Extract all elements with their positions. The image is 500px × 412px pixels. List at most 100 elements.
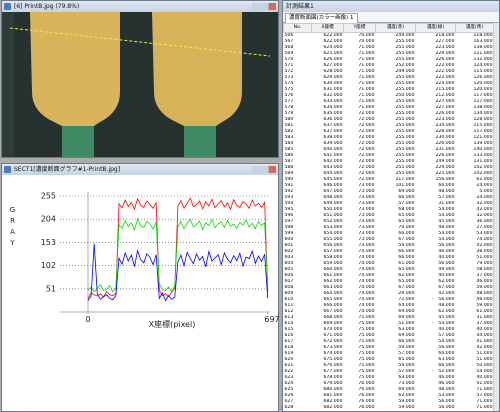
table-row[interactable]: 583 638.000 72.000 255.000 230.000 121.000 — [284, 135, 494, 141]
table-cell: 72.000 — [358, 177, 375, 182]
table-row[interactable]: 607 662.000 74.000 65.000 62.000 46.000 — [284, 279, 494, 285]
table-row[interactable]: 608 663.000 74.000 67.000 67.000 59.000 — [284, 285, 494, 291]
table-row[interactable]: 594 649.000 73.000 57.000 31.000 32.000 — [284, 201, 494, 207]
table-cell: 75.000 — [358, 357, 375, 362]
table-row[interactable]: 578 634.000 71.000 255.000 227.000 138.000 — [284, 105, 494, 111]
table-row[interactable]: 593 648.000 73.000 66.000 57.000 24.000 — [284, 195, 494, 201]
table-row[interactable]: 623 678.000 75.000 63.000 46.000 40.000 — [284, 375, 494, 381]
table-row[interactable]: 624 679.000 76.000 73.000 46.000 41.000 — [284, 381, 494, 387]
table-row[interactable]: 610 665.000 74.000 72.000 56.000 46.000 — [284, 297, 494, 303]
table-cell: 638.000 — [323, 135, 343, 140]
table-row[interactable]: 585 640.000 72.000 255.000 231.000 140.000 — [284, 147, 494, 153]
scrollbar[interactable] — [493, 23, 499, 411]
table-cell: 52.000 — [438, 369, 455, 374]
table-row[interactable]: 628 682.000 76.000 59.000 56.000 71.000 — [284, 405, 494, 411]
table-cell: 598 — [284, 225, 294, 230]
table-cell: 678.000 — [323, 375, 343, 380]
table-cell: 641.000 — [323, 153, 343, 158]
table-row[interactable]: 602 657.000 74.000 66.000 46.000 38.000 — [284, 249, 494, 255]
table-row[interactable]: 619 674.000 75.000 57.000 60.000 51.000 — [284, 351, 494, 357]
table-row[interactable]: 598 653.000 73.000 70.000 48.000 27.000 — [284, 225, 494, 231]
table-row[interactable]: 590 645.000 72.000 217.000 156.000 62.000 — [284, 177, 494, 183]
table-row[interactable]: 605 660.000 74.000 65.000 49.000 58.000 — [284, 267, 494, 273]
table-row[interactable]: 589 644.000 72.000 255.000 225.000 142.000 — [284, 171, 494, 177]
table-cell: 644.000 — [323, 171, 343, 176]
table-row[interactable]: 625 680.000 76.000 69.000 48.000 71.000 — [284, 387, 494, 393]
table-cell: 57.000 — [438, 195, 455, 200]
table-row[interactable]: 620 675.000 75.000 65.000 63.000 51.000 — [284, 357, 494, 363]
table-row[interactable]: 576 632.000 71.000 250.000 212.000 117.000 — [284, 93, 494, 99]
table-row[interactable]: 566 622.000 70.000 249.000 218.000 118.000 — [284, 33, 494, 40]
table-row[interactable]: 609 664.000 74.000 29.000 42.000 48.000 — [284, 291, 494, 297]
table-row[interactable]: 622 677.000 75.000 57.000 52.000 54.000 — [284, 369, 494, 375]
table-cell: 62.000 — [398, 273, 415, 278]
table-cell: 212.000 — [435, 93, 455, 98]
table-row[interactable]: 615 670.000 75.000 63.000 40.000 40.000 — [284, 327, 494, 333]
table-cell: 570 — [284, 57, 294, 62]
table-row[interactable]: 604 659.000 74.000 61.000 56.000 79.000 — [284, 261, 494, 267]
table-cell: 645.000 — [323, 177, 343, 182]
table-row[interactable]: 591 646.000 73.000 101.000 60.000 24.000 — [284, 183, 494, 189]
table-row[interactable]: 587 642.000 72.000 255.000 249.000 131.000 — [284, 159, 494, 165]
table-row[interactable]: 606 661.000 74.000 62.000 40.000 37.000 — [284, 273, 494, 279]
table-row[interactable]: 582 637.000 72.000 255.000 228.000 117.000 — [284, 129, 494, 135]
table-cell: 625 — [284, 387, 294, 392]
table-row[interactable]: 572 628.000 71.000 249.000 222.000 115.000 — [284, 69, 494, 75]
table-row[interactable]: 599 654.000 73.000 66.000 54.000 53.000 — [284, 231, 494, 237]
tab[interactable]: 濃度断面図(カラー画像) 1 — [285, 13, 358, 23]
table-row[interactable]: 621 676.000 75.000 59.000 66.000 50.000 — [284, 363, 494, 369]
table-row[interactable]: 586 641.000 72.000 255.000 226.000 133.000 — [284, 153, 494, 159]
table-row[interactable]: 575 631.000 71.000 255.000 215.000 120.000 — [284, 87, 494, 93]
table-cell: 56.000 — [438, 261, 455, 266]
window-buttons[interactable] — [252, 3, 276, 10]
table-row[interactable]: 611 666.000 74.000 64.000 48.000 59.000 — [284, 303, 494, 309]
table-cell: 24.000 — [476, 195, 493, 200]
table-cell: 27.000 — [476, 225, 493, 230]
window-buttons[interactable] — [252, 166, 276, 173]
table-row[interactable]: 627 682.000 76.000 59.000 56.000 71.000 — [284, 399, 494, 405]
table-row[interactable]: 626 681.000 76.000 62.000 53.000 57.000 — [284, 393, 494, 399]
table-row[interactable]: 570 626.000 71.000 255.000 226.000 132.000 — [284, 57, 494, 63]
table-row[interactable]: 618 673.000 75.000 59.000 56.000 42.000 — [284, 345, 494, 351]
table-row[interactable]: 616 671.000 75.000 69.000 57.000 44.000 — [284, 333, 494, 339]
table-cell: 631.000 — [323, 87, 343, 92]
image — [2, 12, 278, 157]
table-row[interactable]: 568 624.000 71.000 255.000 223.000 138.000 — [284, 45, 494, 51]
table-row[interactable]: 595 650.000 73.000 68.000 54.000 42.000 — [284, 207, 494, 213]
table-row[interactable]: 596 651.000 73.000 65.000 54.000 32.000 — [284, 213, 494, 219]
table-row[interactable]: 612 667.000 74.000 69.000 62.000 61.000 — [284, 309, 494, 315]
table-row[interactable]: 577 633.000 71.000 255.000 227.000 127.000 — [284, 99, 494, 105]
table-row[interactable]: 574 630.000 71.000 255.000 224.000 120.000 — [284, 81, 494, 87]
table-cell: 163.000 — [473, 39, 493, 44]
table-row[interactable]: 613 668.000 75.000 69.000 45.000 31.000 — [284, 315, 494, 321]
table-cell: 48.000 — [438, 189, 455, 194]
table-row[interactable]: 571 627.000 71.000 252.000 222.000 124.000 — [284, 63, 494, 69]
table-row[interactable]: 569 625.000 71.000 255.000 229.000 121.000 — [284, 51, 494, 57]
table-cell: 37.000 — [476, 321, 493, 326]
table-row[interactable]: 592 647.000 73.000 69.000 48.000 5.000 — [284, 189, 494, 195]
table-row[interactable]: 584 639.000 72.000 255.000 226.000 139.000 — [284, 141, 494, 147]
table-row[interactable]: 601 656.000 73.000 59.000 56.000 42.000 — [284, 243, 494, 249]
table-cell: 53.000 — [476, 231, 493, 236]
table-cell: 61.000 — [398, 261, 415, 266]
table-cell: 71.000 — [358, 99, 375, 104]
table-row[interactable]: 600 655.000 73.000 67.000 54.000 74.000 — [284, 237, 494, 243]
table-row[interactable]: 580 636.000 72.000 255.000 223.000 128.000 — [284, 117, 494, 123]
table-cell: 45.000 — [438, 315, 455, 320]
table-row[interactable]: 588 643.000 72.000 255.000 229.000 142.000 — [284, 165, 494, 171]
table-cell: 74.000 — [358, 291, 375, 296]
table-cell: 120.000 — [473, 87, 493, 92]
table-row[interactable]: 617 672.000 75.000 66.000 54.000 41.000 — [284, 339, 494, 345]
table-cell: 567 — [284, 39, 294, 44]
table-row[interactable]: 579 635.000 72.000 255.000 226.000 134.000 — [284, 111, 494, 117]
table-row[interactable]: 573 629.000 71.000 255.000 222.000 126.000 — [284, 75, 494, 81]
table-cell: 635.000 — [323, 111, 343, 116]
table-row[interactable]: 603 658.000 74.000 66.000 40.000 51.000 — [284, 255, 494, 261]
table-row[interactable]: 567 622.000 70.000 255.000 227.000 163.000 — [284, 39, 494, 45]
table-row[interactable]: 614 669.000 75.000 51.000 54.000 37.000 — [284, 321, 494, 327]
table-row[interactable]: 581 637.000 72.000 255.000 234.000 115.000 — [284, 123, 494, 129]
table-cell: 249.000 — [435, 159, 455, 164]
table-cell: 59.000 — [398, 243, 415, 248]
table-row[interactable]: 597 652.000 73.000 65.000 45.000 36.000 — [284, 219, 494, 225]
table-cell: 46.000 — [438, 375, 455, 380]
